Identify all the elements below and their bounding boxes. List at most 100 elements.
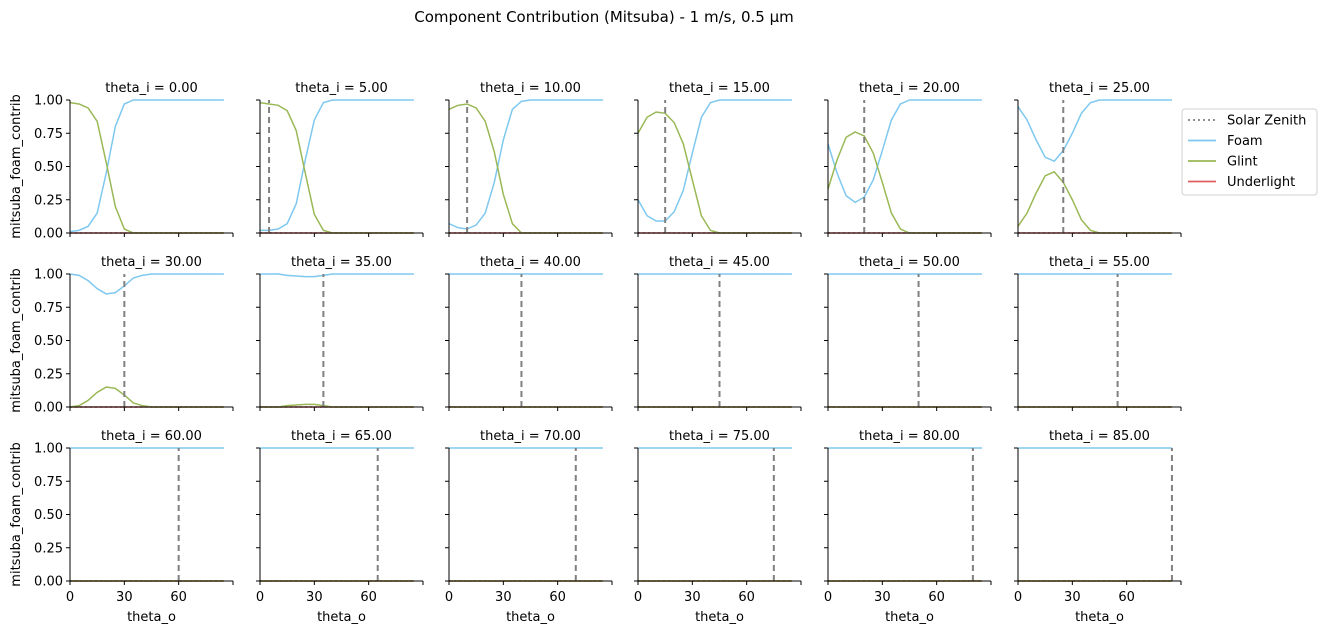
y-tick-label: 0.50	[34, 334, 63, 349]
foam-line	[260, 273, 414, 278]
panel-title: theta_i = 85.00	[1049, 429, 1150, 444]
foam-line	[637, 99, 792, 222]
x-tick-label: 60	[360, 590, 377, 605]
glint-line	[69, 386, 224, 408]
x-tick-label: 30	[684, 590, 701, 605]
y-tick-label: 0.75	[34, 301, 63, 316]
panel: theta_i = 45.00	[634, 255, 802, 411]
panel-title: theta_i = 25.00	[1049, 81, 1150, 96]
panel: theta_i = 35.00	[256, 255, 424, 411]
panel-title: theta_i = 40.00	[480, 255, 581, 270]
panel-title: theta_i = 45.00	[669, 255, 770, 270]
x-tick-label: 60	[928, 590, 945, 605]
y-axis-label: mitsuba_foam_contrib	[9, 268, 24, 412]
x-axis-label: theta_o	[695, 610, 744, 625]
x-tick-label: 0	[66, 590, 74, 605]
glint-line	[448, 103, 603, 234]
panel: theta_i = 10.00	[445, 81, 613, 237]
panel: theta_i = 0.00 0.00 0.25 0.50 0.75 1.00 mitsub…	[9, 81, 234, 242]
x-tick-label: 30	[495, 590, 512, 605]
x-tick-label: 60	[1118, 590, 1135, 605]
y-tick-label: 1.00	[34, 442, 63, 457]
panel: theta_i = 30.00 0.00 0.25 0.50 0.75 1.00 mitsu…	[9, 255, 234, 416]
panel: theta_i = 20.00	[824, 81, 992, 237]
foam-line	[448, 99, 603, 230]
glint-line	[637, 111, 792, 234]
panel: theta_i = 40.00	[445, 255, 613, 411]
legend-label: Solar Zenith	[1227, 114, 1306, 129]
y-tick-label: 0.00	[34, 227, 63, 242]
legend-label: Glint	[1227, 155, 1258, 170]
y-tick-label: 0.00	[34, 401, 63, 416]
x-tick-label: 0	[824, 590, 832, 605]
x-axis-label: theta_o	[317, 610, 366, 625]
glint-line	[1017, 170, 1172, 234]
glint-line	[69, 101, 224, 234]
y-tick-label: 1.00	[34, 94, 63, 109]
y-tick-label: 0.75	[34, 127, 63, 142]
x-axis-label: theta_o	[885, 610, 934, 625]
panel-title: theta_i = 60.00	[101, 429, 202, 444]
panel-title: theta_i = 80.00	[859, 429, 960, 444]
panel-title: theta_i = 10.00	[480, 81, 581, 96]
panel-title: theta_i = 65.00	[291, 429, 392, 444]
panel: theta_i = 60.00 0.00 0.25 0.50 0.75 1.00 0 30 60…	[9, 429, 234, 625]
panel: theta_i = 50.00	[824, 255, 992, 411]
x-tick-label: 60	[549, 590, 566, 605]
x-tick-label: 30	[874, 590, 891, 605]
panel-title: theta_i = 30.00	[101, 255, 202, 270]
glint-line	[259, 101, 414, 234]
panel: theta_i = 15.00	[634, 81, 802, 237]
panel-title: theta_i = 5.00	[295, 81, 388, 96]
panel-title: theta_i = 15.00	[669, 81, 770, 96]
panel: theta_i = 85.00 0 30 60 theta_o	[1014, 429, 1182, 625]
y-tick-label: 0.25	[34, 367, 63, 382]
panel: theta_i = 25.00	[1014, 81, 1182, 237]
x-tick-label: 0	[1014, 590, 1022, 605]
legend: Solar Zenith Foam Glint Underlight	[1181, 108, 1318, 196]
panel: theta_i = 70.00 0 30 60 theta_o	[445, 429, 613, 625]
y-tick-label: 0.25	[34, 541, 63, 556]
legend-label: Underlight	[1227, 175, 1295, 190]
x-axis-label: theta_o	[506, 610, 555, 625]
x-tick-label: 0	[256, 590, 264, 605]
panel-title: theta_i = 55.00	[1049, 255, 1150, 270]
panel-title: theta_i = 0.00	[105, 81, 198, 96]
y-tick-label: 0.50	[34, 508, 63, 523]
panel: theta_i = 55.00	[1014, 255, 1182, 411]
y-tick-label: 0.25	[34, 193, 63, 208]
panel: theta_i = 80.00 0 30 60 theta_o	[824, 429, 992, 625]
foam-line	[1017, 99, 1172, 163]
panel-title: theta_i = 20.00	[859, 81, 960, 96]
foam-line	[827, 99, 982, 204]
y-tick-label: 0.50	[34, 160, 63, 175]
y-tick-label: 0.00	[34, 575, 63, 590]
x-tick-label: 30	[306, 590, 323, 605]
chart-title: Component Contribution (Mitsuba) - 1 m/s…	[414, 8, 794, 26]
panel: theta_i = 65.00 0 30 60 theta_o	[256, 429, 424, 625]
panel-title: theta_i = 35.00	[291, 255, 392, 270]
legend-label: Foam	[1227, 134, 1263, 149]
x-tick-label: 0	[445, 590, 453, 605]
legend-frame	[1181, 108, 1318, 196]
foam-line	[69, 99, 224, 233]
x-axis-label: theta_o	[1075, 610, 1124, 625]
x-tick-label: 30	[116, 590, 133, 605]
glint-line	[827, 131, 982, 234]
panel: theta_i = 5.00	[256, 81, 424, 237]
foam-line	[69, 273, 224, 295]
x-axis-label: theta_o	[127, 610, 176, 625]
panel-title: theta_i = 75.00	[669, 429, 770, 444]
panel-grid: theta_i = 0.00 0.00 0.25 0.50 0.75 1.00 mitsub…	[9, 81, 1182, 625]
x-tick-label: 60	[738, 590, 755, 605]
y-tick-label: 0.75	[34, 475, 63, 490]
panel-title: theta_i = 50.00	[859, 255, 960, 270]
y-axis-label: mitsuba_foam_contrib	[9, 442, 24, 586]
x-tick-label: 60	[170, 590, 187, 605]
x-tick-label: 0	[634, 590, 642, 605]
x-tick-label: 30	[1064, 590, 1081, 605]
panel-title: theta_i = 70.00	[480, 429, 581, 444]
y-axis-label: mitsuba_foam_contrib	[9, 94, 24, 238]
y-tick-label: 1.00	[34, 268, 63, 283]
